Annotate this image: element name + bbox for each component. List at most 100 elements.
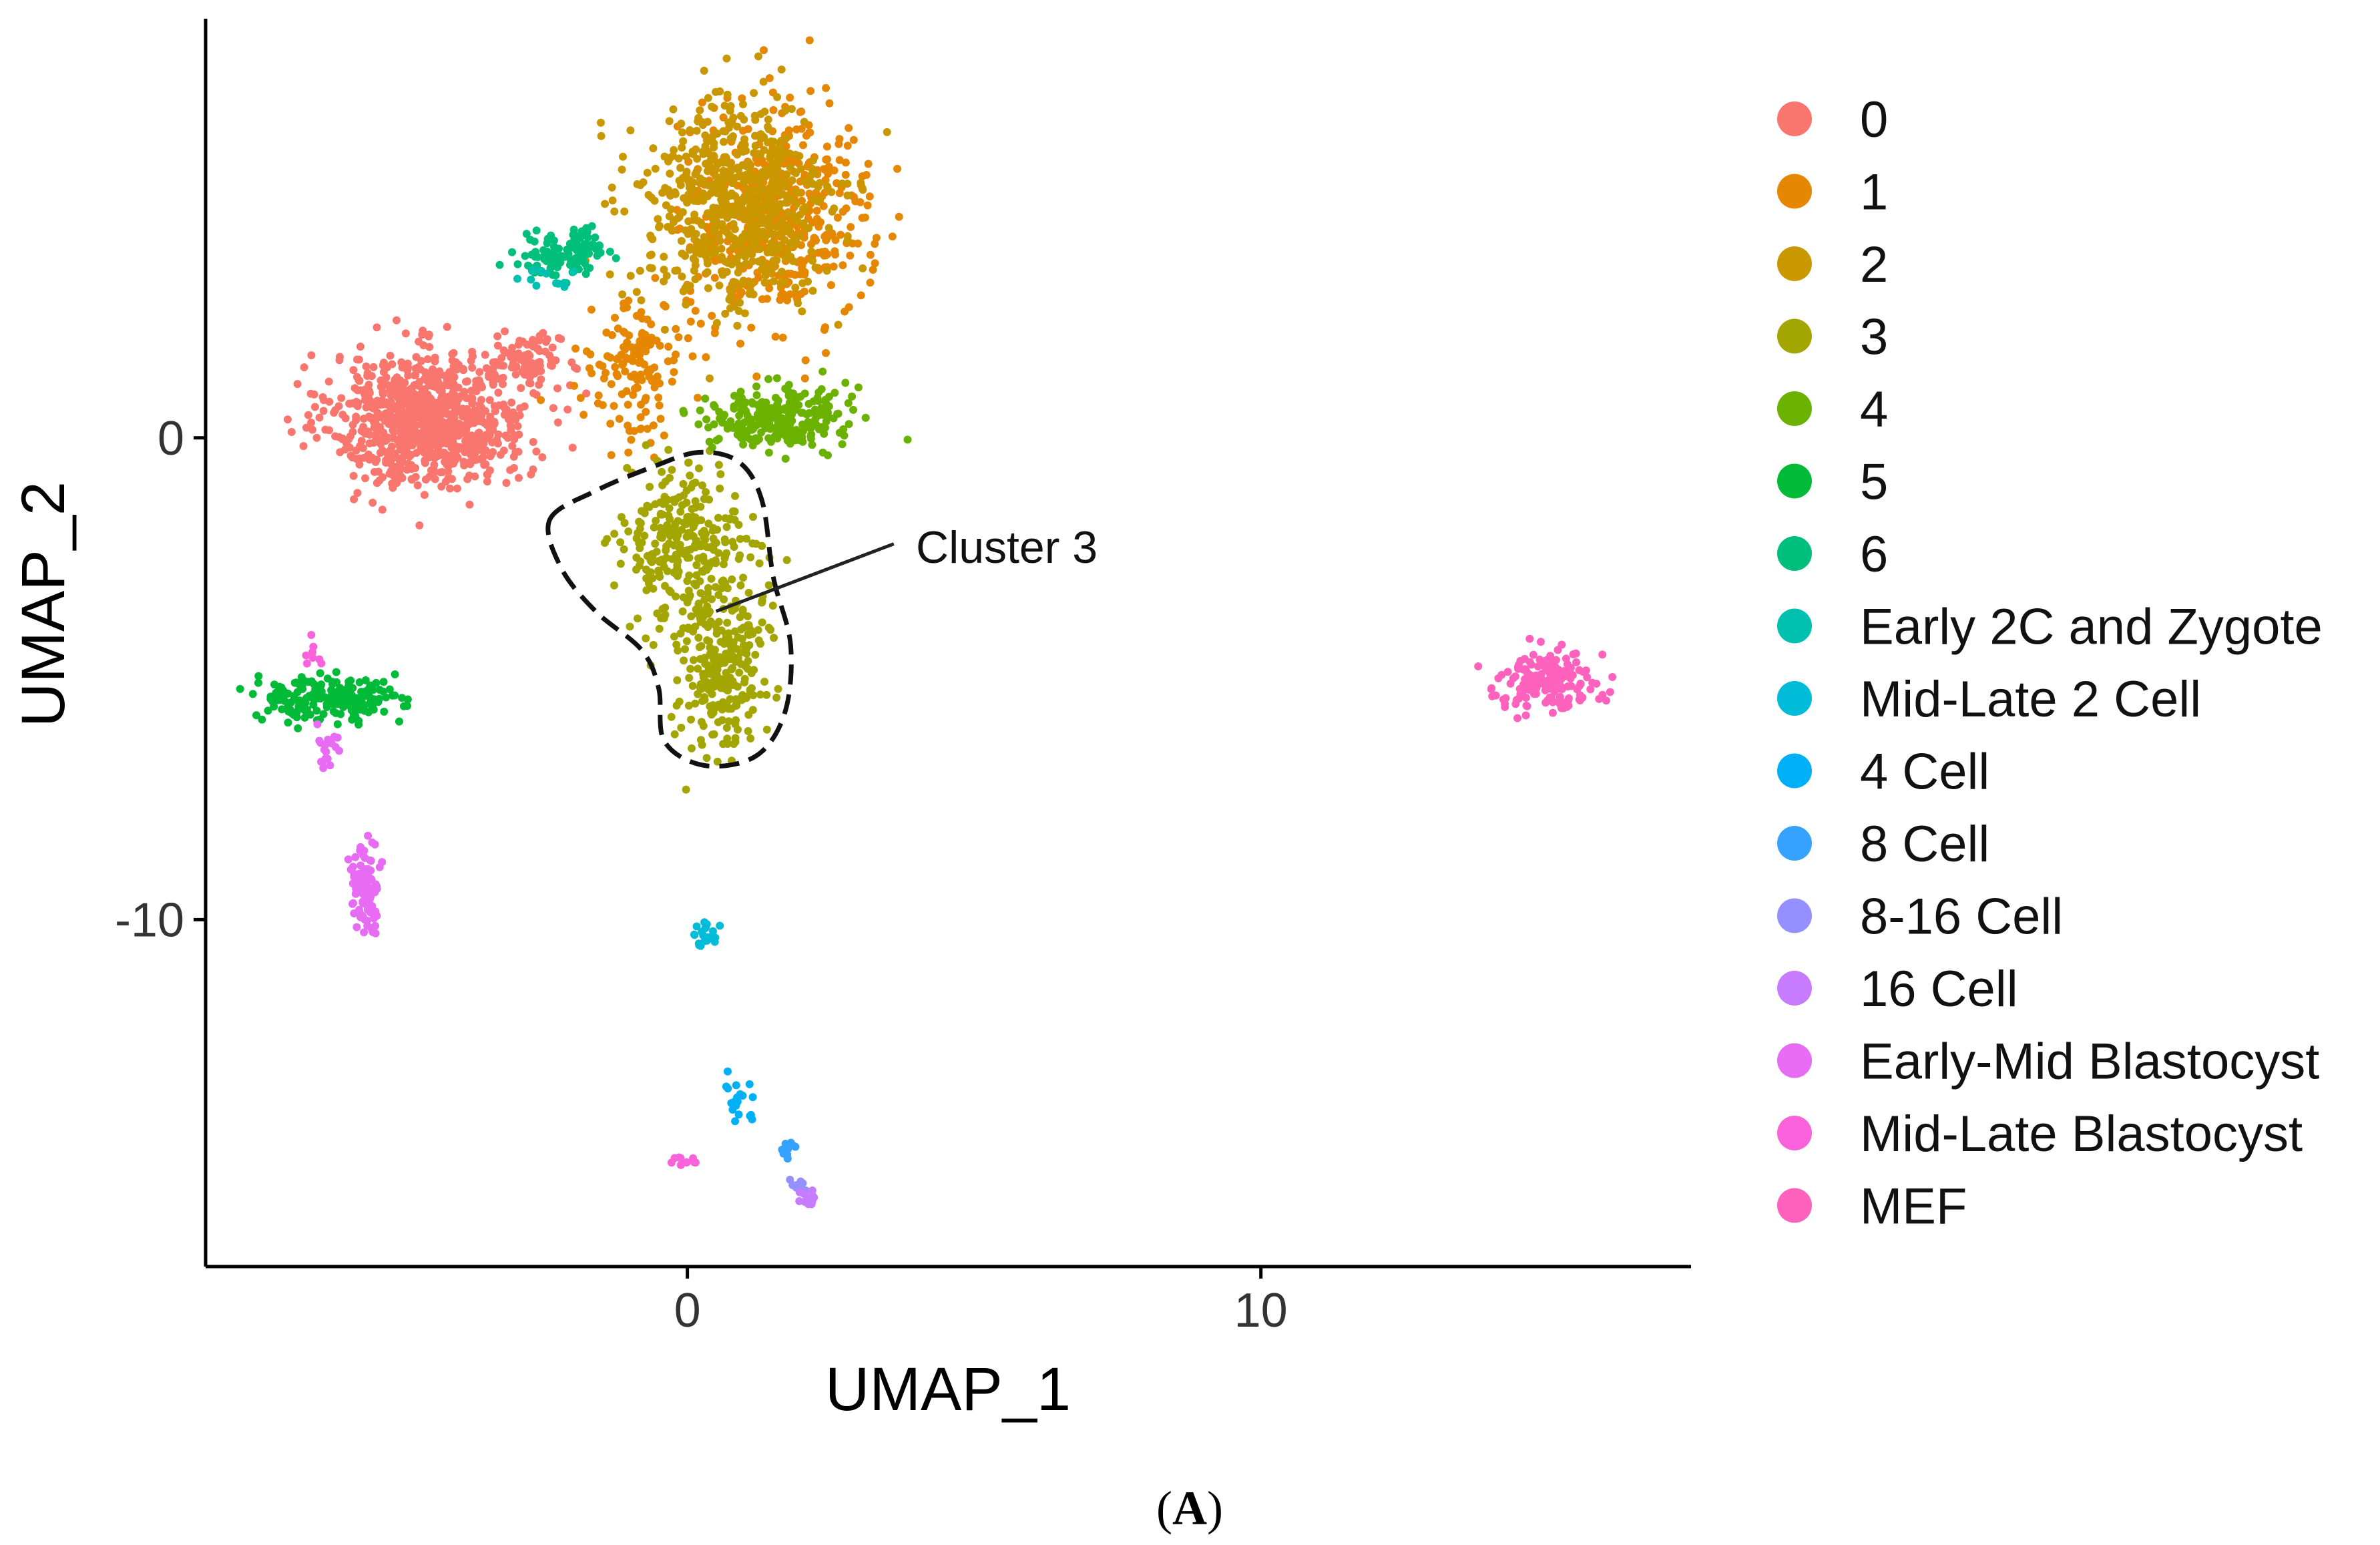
data-point xyxy=(487,451,495,459)
data-point xyxy=(765,74,774,82)
data-point xyxy=(332,668,340,676)
data-point xyxy=(637,296,646,304)
data-point xyxy=(428,373,437,382)
data-point xyxy=(700,233,708,241)
data-point xyxy=(1550,679,1559,688)
data-point xyxy=(681,284,690,292)
data-point xyxy=(338,411,347,419)
data-point xyxy=(337,394,346,403)
data-point xyxy=(758,398,766,407)
data-point xyxy=(731,491,739,500)
data-point xyxy=(308,654,317,662)
data-point xyxy=(827,188,836,196)
data-point xyxy=(587,305,596,314)
data-point xyxy=(612,254,620,262)
data-point xyxy=(377,397,386,406)
data-point xyxy=(822,182,831,190)
data-point xyxy=(408,419,417,428)
data-point xyxy=(692,581,700,590)
data-point xyxy=(610,581,618,590)
data-point xyxy=(365,389,374,397)
data-point xyxy=(679,137,688,146)
data-point xyxy=(781,455,790,463)
series-0 xyxy=(283,316,591,529)
annotation-pointer xyxy=(715,542,895,613)
data-point xyxy=(378,505,387,514)
data-point xyxy=(702,415,711,424)
data-point xyxy=(859,264,867,272)
data-point xyxy=(1523,702,1531,710)
data-point xyxy=(370,467,379,476)
legend-swatch xyxy=(1777,826,1812,861)
data-point xyxy=(497,354,506,362)
data-point xyxy=(758,541,766,550)
legend-label: Mid-Late Blastocyst xyxy=(1860,1106,2303,1162)
data-point xyxy=(679,479,688,488)
data-point xyxy=(740,135,748,144)
data-point xyxy=(646,568,655,577)
data-point xyxy=(471,406,479,415)
data-point xyxy=(638,328,647,337)
data-point xyxy=(822,266,831,275)
data-point xyxy=(728,642,736,650)
data-point xyxy=(307,351,316,360)
data-point xyxy=(443,322,451,331)
data-point xyxy=(633,180,642,188)
data-point xyxy=(643,315,652,324)
data-point xyxy=(768,180,776,188)
data-point xyxy=(431,357,439,366)
data-point xyxy=(791,240,800,249)
data-point xyxy=(845,124,853,132)
data-point xyxy=(293,707,301,716)
data-point xyxy=(664,511,673,519)
data-point xyxy=(786,93,794,102)
data-point xyxy=(733,430,742,439)
data-point xyxy=(541,347,549,356)
data-point xyxy=(663,567,672,576)
data-point xyxy=(462,394,471,403)
data-point xyxy=(348,421,357,429)
data-point xyxy=(356,880,365,889)
data-point xyxy=(636,413,645,421)
data-point xyxy=(647,250,656,259)
data-point xyxy=(571,345,580,353)
data-point xyxy=(407,435,416,443)
data-point xyxy=(365,412,373,421)
data-point xyxy=(776,241,784,250)
data-point xyxy=(762,264,771,272)
data-point xyxy=(833,409,842,418)
data-point xyxy=(637,424,646,433)
data-point xyxy=(720,683,729,692)
data-point xyxy=(796,165,805,173)
data-point xyxy=(449,349,458,357)
data-point xyxy=(782,170,791,179)
data-point xyxy=(714,618,723,626)
data-point xyxy=(756,185,765,194)
data-point xyxy=(706,607,714,616)
data-point xyxy=(1588,678,1597,687)
data-point xyxy=(721,552,730,561)
data-point xyxy=(732,278,740,287)
data-point xyxy=(457,365,466,373)
data-point xyxy=(748,1093,757,1102)
data-point xyxy=(678,272,686,281)
data-point xyxy=(780,236,789,244)
data-point xyxy=(432,430,441,439)
data-point xyxy=(677,723,686,732)
data-point xyxy=(788,1181,797,1189)
data-point xyxy=(665,117,674,126)
data-point xyxy=(348,715,356,724)
data-point xyxy=(715,653,724,662)
data-point xyxy=(365,708,373,716)
data-point xyxy=(512,363,521,371)
data-point xyxy=(553,260,561,268)
data-point xyxy=(677,236,686,245)
data-point xyxy=(746,230,754,238)
data-point xyxy=(721,257,730,266)
data-point xyxy=(407,451,415,459)
legend-item-8-16-cell: 8-16 Cell xyxy=(1777,889,2063,945)
data-point xyxy=(348,879,357,888)
data-point xyxy=(839,261,847,270)
data-point xyxy=(1513,714,1521,722)
data-point xyxy=(760,678,769,686)
